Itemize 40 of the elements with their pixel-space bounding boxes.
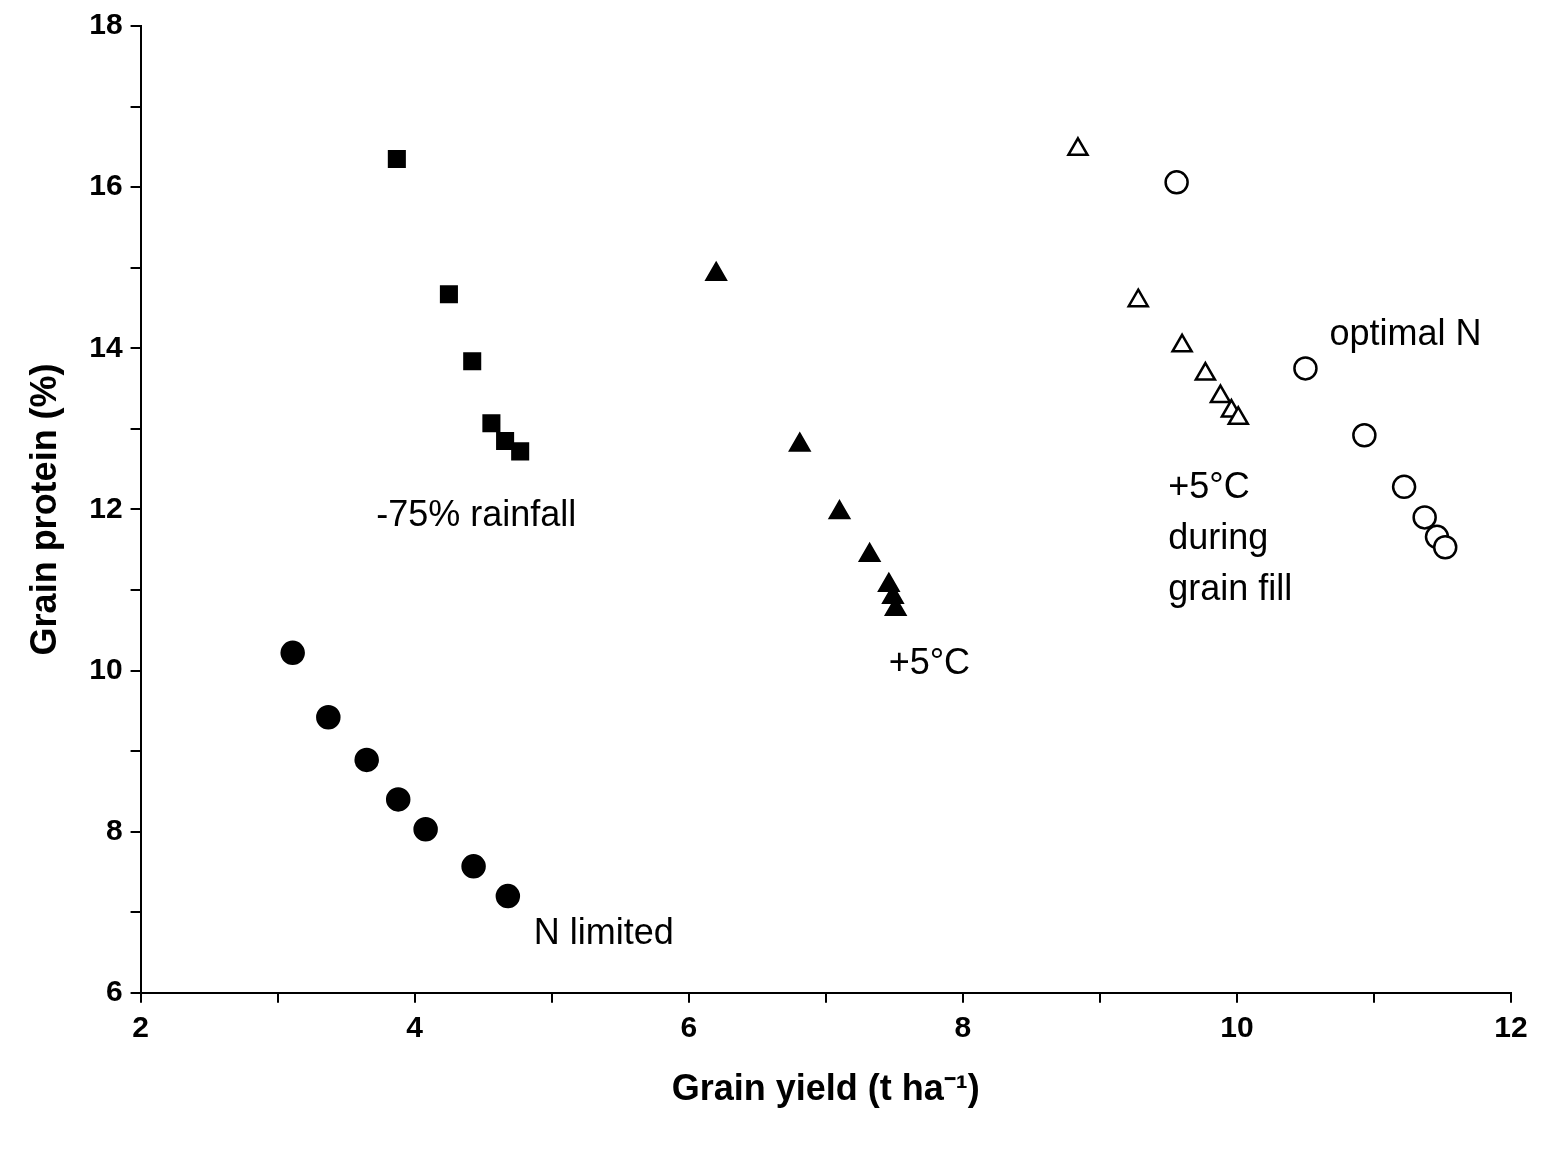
y-axis-title: Grain protein (%)	[22, 363, 64, 656]
x-tick-label: 10	[1220, 1010, 1254, 1044]
point	[1391, 474, 1417, 500]
x-axis-title: Grain yield (t ha⁻¹)	[671, 1067, 980, 1109]
point	[496, 431, 515, 450]
y-tick-label: 18	[89, 7, 123, 41]
x-tick-label: 2	[132, 1010, 149, 1044]
point	[387, 149, 406, 168]
point	[495, 883, 521, 909]
series-label: +5°C	[888, 641, 971, 683]
point	[463, 352, 482, 371]
point	[511, 442, 530, 461]
y-tick-label: 16	[89, 168, 123, 202]
point	[1412, 505, 1437, 530]
x-tick-label: 8	[954, 1010, 972, 1044]
point	[1432, 535, 1458, 560]
series-label: -75% rainfall	[376, 493, 577, 535]
point	[439, 285, 458, 304]
point	[1164, 170, 1189, 195]
y-tick-label: 8	[105, 812, 123, 846]
point	[1293, 356, 1318, 381]
point	[1067, 137, 1089, 157]
y-tick-label: 6	[105, 974, 123, 1008]
y-tick-label: 10	[89, 651, 123, 685]
point	[482, 414, 501, 433]
x-tick-label: 6	[680, 1010, 698, 1044]
point	[385, 787, 411, 812]
point	[461, 854, 486, 879]
y-tick-label: 14	[89, 329, 123, 363]
y-tick-label: 12	[89, 490, 123, 524]
point	[280, 640, 305, 666]
series-label: +5°C during grain fill	[1168, 465, 1293, 609]
series-label: N limited	[533, 911, 674, 953]
x-tick-label: 4	[406, 1010, 424, 1044]
x-tick-label: 12	[1494, 1010, 1528, 1044]
series-label: optimal N	[1329, 312, 1482, 354]
point	[316, 705, 341, 730]
point	[413, 817, 438, 842]
point	[354, 747, 379, 773]
point	[1352, 423, 1377, 448]
